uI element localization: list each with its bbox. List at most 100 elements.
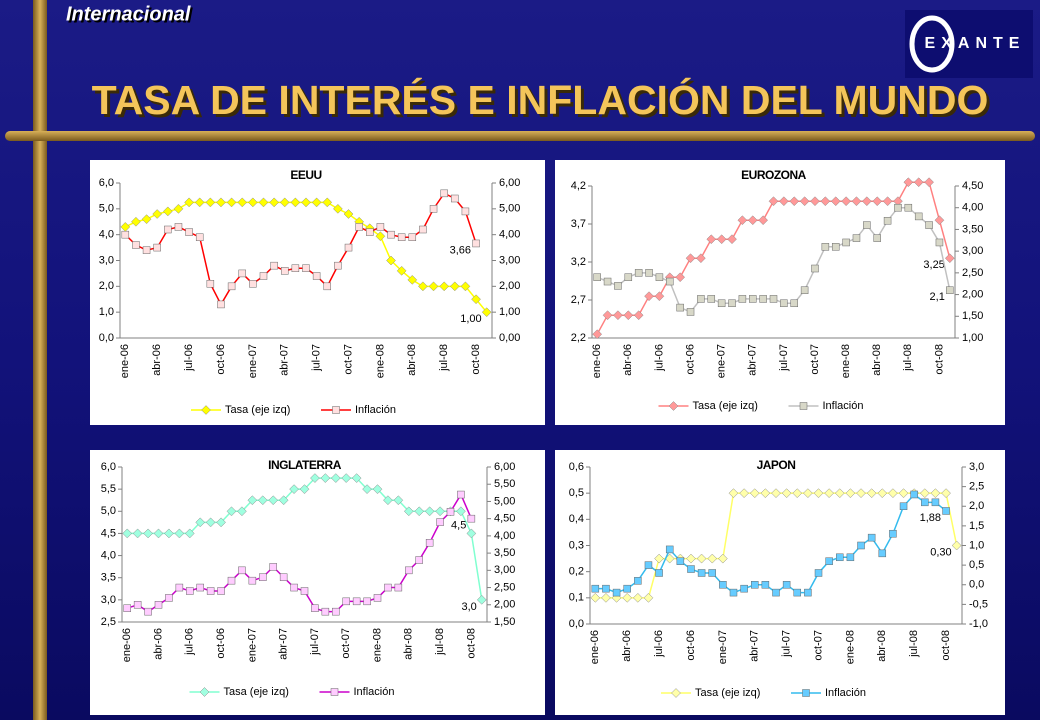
point (632, 592, 643, 603)
x-tick-label: jul-07 (781, 630, 793, 658)
point (857, 541, 865, 550)
point (257, 495, 268, 506)
point (729, 588, 738, 597)
point (622, 592, 633, 603)
data-label: 3,66 (450, 244, 471, 256)
x-tick-label: ene-06 (121, 628, 133, 662)
point (913, 177, 924, 188)
point (941, 488, 951, 499)
legend-marker (799, 402, 808, 410)
y-tick-label: 4,2 (571, 180, 586, 192)
x-tick-label: oct-07 (340, 628, 352, 659)
legend-label: Tasa (eje izq) (224, 686, 289, 698)
point (614, 282, 622, 290)
y2-tick-label: 2,0 (969, 500, 984, 512)
x-tick-label: oct-08 (933, 344, 945, 375)
point (623, 310, 634, 321)
y-tick-label: 4,5 (101, 527, 116, 539)
point (772, 588, 780, 597)
point (352, 597, 361, 606)
point (728, 299, 736, 308)
point (323, 282, 332, 291)
y2-tick-label: 2,50 (962, 267, 983, 279)
series-line (124, 192, 477, 306)
y2-tick-label: 1,00 (962, 332, 983, 344)
chart-panel: JAPON 0,0 0,1 0,2 0,3 0,4 0,5 0,6 -1,0 -0,5 0,0 0,5… (555, 450, 1005, 715)
point (154, 601, 163, 609)
y2-tick-label: 3,0 (969, 461, 984, 473)
point (226, 506, 237, 517)
point (227, 576, 236, 585)
point (123, 604, 131, 612)
point (820, 196, 831, 207)
point (685, 253, 696, 264)
x-tick-label: abr-08 (403, 628, 415, 660)
point (299, 484, 310, 494)
y2-tick-label: 3,00 (499, 254, 520, 266)
point (878, 549, 887, 558)
point (779, 196, 789, 207)
legend-marker (199, 687, 210, 697)
x-tick-label: jul-06 (653, 344, 665, 372)
point (424, 506, 435, 517)
x-tick-label: jul-08 (438, 344, 450, 372)
point (184, 197, 194, 208)
point (889, 529, 897, 538)
point (258, 197, 269, 208)
y-tick-label: 6,0 (101, 461, 116, 473)
point (925, 221, 933, 229)
y2-tick-label: 4,50 (962, 180, 983, 192)
series-line (126, 492, 473, 613)
point (259, 272, 268, 280)
x-tick-label: jul-07 (778, 344, 790, 372)
point (195, 233, 204, 241)
y-tick-label: 6,0 (99, 177, 114, 189)
point (174, 223, 183, 231)
point (418, 281, 428, 292)
point (415, 556, 423, 564)
point (782, 581, 791, 589)
point (738, 295, 747, 303)
point (934, 215, 945, 226)
point (460, 281, 471, 292)
y-tick-label: 0,1 (569, 592, 584, 604)
legend-label: Inflación (354, 686, 395, 698)
point (238, 269, 246, 278)
point (279, 573, 288, 581)
x-tick-label: oct-08 (465, 628, 477, 659)
point (761, 581, 770, 589)
x-tick-label: ene-06 (591, 344, 603, 378)
data-label: 3,0 (461, 601, 476, 613)
point (872, 196, 883, 207)
point (142, 246, 151, 254)
point (227, 282, 236, 291)
point (800, 286, 809, 294)
point (624, 273, 633, 281)
y-tick-label: 4,0 (99, 229, 114, 241)
x-tick-label: oct-07 (812, 630, 824, 661)
x-tick-label: ene-08 (840, 344, 852, 378)
legend-marker (668, 401, 679, 411)
point (186, 587, 194, 595)
x-tick-label: jul-08 (908, 630, 920, 658)
y-tick-label: 2,7 (571, 294, 586, 306)
point (602, 310, 613, 321)
point (728, 488, 739, 499)
x-tick-label: oct-06 (684, 344, 696, 375)
point (935, 238, 944, 247)
point (654, 553, 664, 564)
y-tick-label: 0,4 (569, 513, 584, 525)
title: TASA DE INTERÉS E INFLACIÓN DEL MUNDO (92, 77, 989, 123)
y-tick-label: 5,0 (99, 203, 114, 215)
point (593, 273, 601, 281)
y2-tick-label: 2,00 (499, 280, 520, 292)
legend-marker (802, 689, 810, 697)
point (310, 473, 320, 483)
point (861, 196, 872, 207)
point (810, 196, 820, 207)
point (719, 581, 727, 589)
point (914, 212, 923, 221)
point (205, 197, 216, 208)
x-tick-label: abr-06 (621, 630, 633, 662)
point (153, 243, 161, 252)
